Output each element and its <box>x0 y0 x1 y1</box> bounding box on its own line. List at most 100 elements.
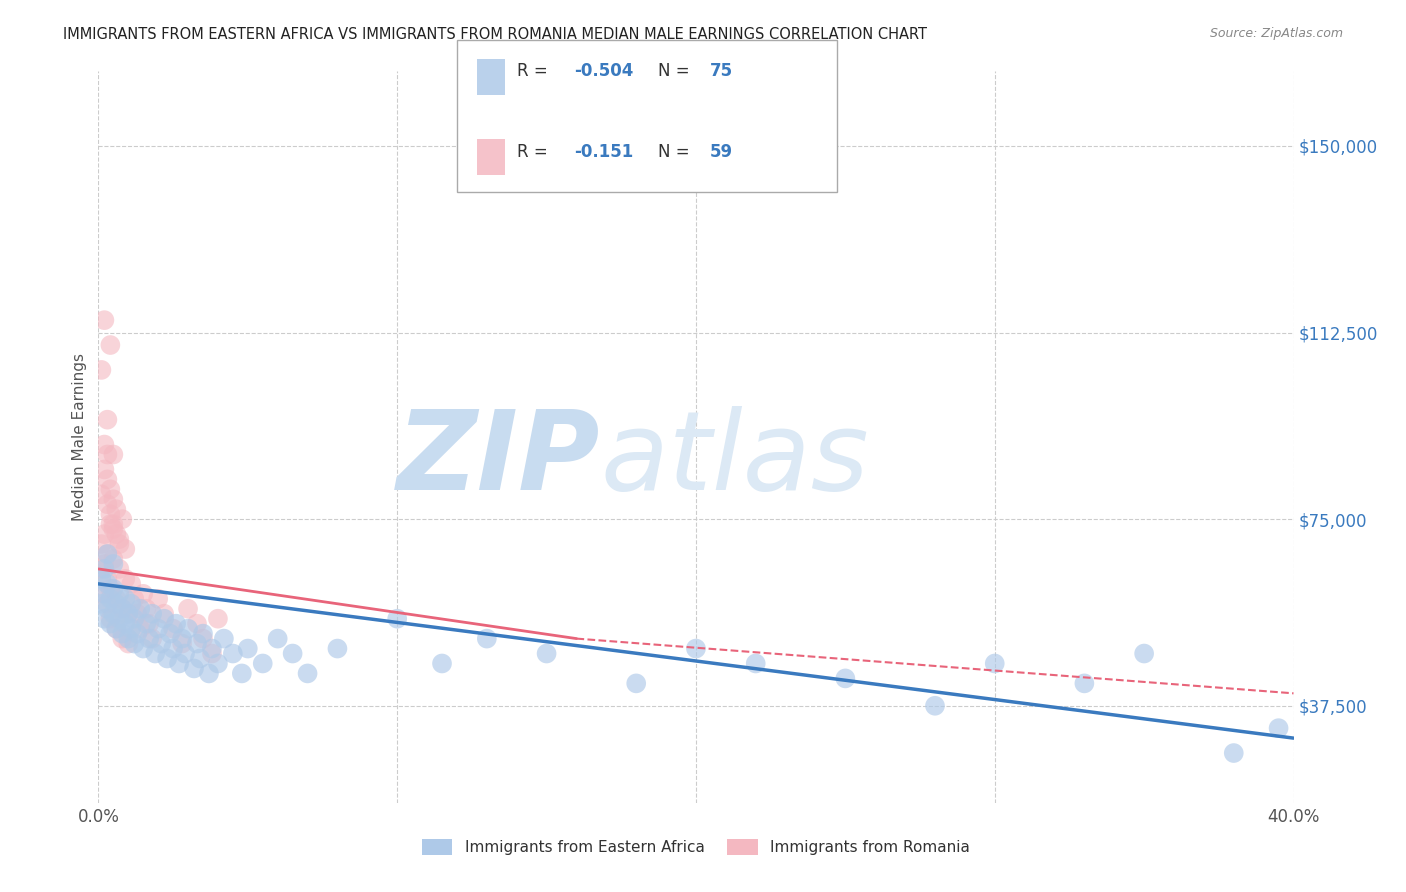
Point <box>385 612 409 626</box>
Point <box>90 363 112 377</box>
Point <box>167 657 190 671</box>
Point <box>114 572 136 586</box>
Point <box>90 572 112 586</box>
Point <box>236 641 259 656</box>
Point <box>135 601 157 615</box>
Point <box>231 666 253 681</box>
Point <box>98 612 122 626</box>
Point <box>117 632 139 646</box>
Point <box>222 647 245 661</box>
Text: IMMIGRANTS FROM EASTERN AFRICA VS IMMIGRANTS FROM ROMANIA MEDIAN MALE EARNINGS C: IMMIGRANTS FROM EASTERN AFRICA VS IMMIGR… <box>63 27 928 42</box>
Point <box>150 636 173 650</box>
Point <box>117 636 139 650</box>
Point <box>96 497 118 511</box>
Point <box>177 622 200 636</box>
Point <box>143 647 166 661</box>
Point <box>183 661 205 675</box>
Point <box>834 672 856 686</box>
Text: 75: 75 <box>710 62 733 80</box>
Point <box>93 562 115 576</box>
Text: -0.504: -0.504 <box>574 62 633 80</box>
Text: ZIP: ZIP <box>396 406 600 513</box>
Text: R =: R = <box>517 143 558 161</box>
Point <box>252 657 274 671</box>
Point <box>120 577 142 591</box>
Text: 59: 59 <box>710 143 733 161</box>
Point <box>108 537 131 551</box>
Point <box>98 507 122 521</box>
Point <box>98 616 122 631</box>
Point <box>186 636 208 650</box>
Point <box>105 597 128 611</box>
Point <box>111 626 134 640</box>
Point <box>1267 721 1289 735</box>
Point <box>191 626 214 640</box>
Point <box>148 591 170 606</box>
Point <box>105 622 128 636</box>
Point <box>745 657 768 671</box>
Point <box>685 641 707 656</box>
Point <box>177 601 200 615</box>
Point <box>96 547 118 561</box>
Point <box>103 557 125 571</box>
Point <box>105 622 128 636</box>
Point <box>120 622 142 636</box>
Point <box>924 698 946 713</box>
Point <box>93 437 115 451</box>
Point <box>90 487 112 501</box>
Point <box>124 636 146 650</box>
Point <box>96 547 118 561</box>
Point <box>103 492 125 507</box>
Text: R =: R = <box>517 62 554 80</box>
Text: N =: N = <box>658 62 695 80</box>
Point <box>105 591 128 606</box>
Point <box>127 607 149 621</box>
Point <box>108 532 131 546</box>
Point <box>98 517 122 532</box>
Point <box>96 597 118 611</box>
Point <box>162 641 184 656</box>
Point <box>267 632 290 646</box>
Point <box>1133 647 1156 661</box>
Point <box>162 622 184 636</box>
Point <box>188 651 211 665</box>
Point <box>96 572 118 586</box>
Point <box>108 612 131 626</box>
Point <box>93 587 115 601</box>
Point <box>103 448 125 462</box>
Point <box>111 632 134 646</box>
Point <box>127 626 149 640</box>
Point <box>124 612 146 626</box>
Point <box>96 577 118 591</box>
Point <box>96 472 118 486</box>
Point <box>186 616 208 631</box>
Point <box>108 587 131 601</box>
Y-axis label: Median Male Earnings: Median Male Earnings <box>72 353 87 521</box>
Point <box>141 607 163 621</box>
Point <box>172 636 194 650</box>
Point <box>129 601 152 615</box>
Point <box>96 412 118 426</box>
Point <box>1223 746 1246 760</box>
Point <box>114 616 136 631</box>
Point <box>141 632 163 646</box>
Point <box>165 616 187 631</box>
Point <box>98 338 122 352</box>
Point <box>153 612 176 626</box>
Point <box>93 557 115 571</box>
Point <box>326 641 349 656</box>
Point <box>103 582 125 596</box>
Point <box>90 537 112 551</box>
Point <box>201 647 224 661</box>
Point <box>138 632 160 646</box>
Point <box>129 622 152 636</box>
Point <box>108 562 131 576</box>
Point <box>105 502 128 516</box>
Point <box>132 587 155 601</box>
Point <box>212 632 235 646</box>
Text: atlas: atlas <box>600 406 869 513</box>
Point <box>153 607 176 621</box>
Point <box>93 313 115 327</box>
Point <box>207 657 229 671</box>
Point <box>117 607 139 621</box>
